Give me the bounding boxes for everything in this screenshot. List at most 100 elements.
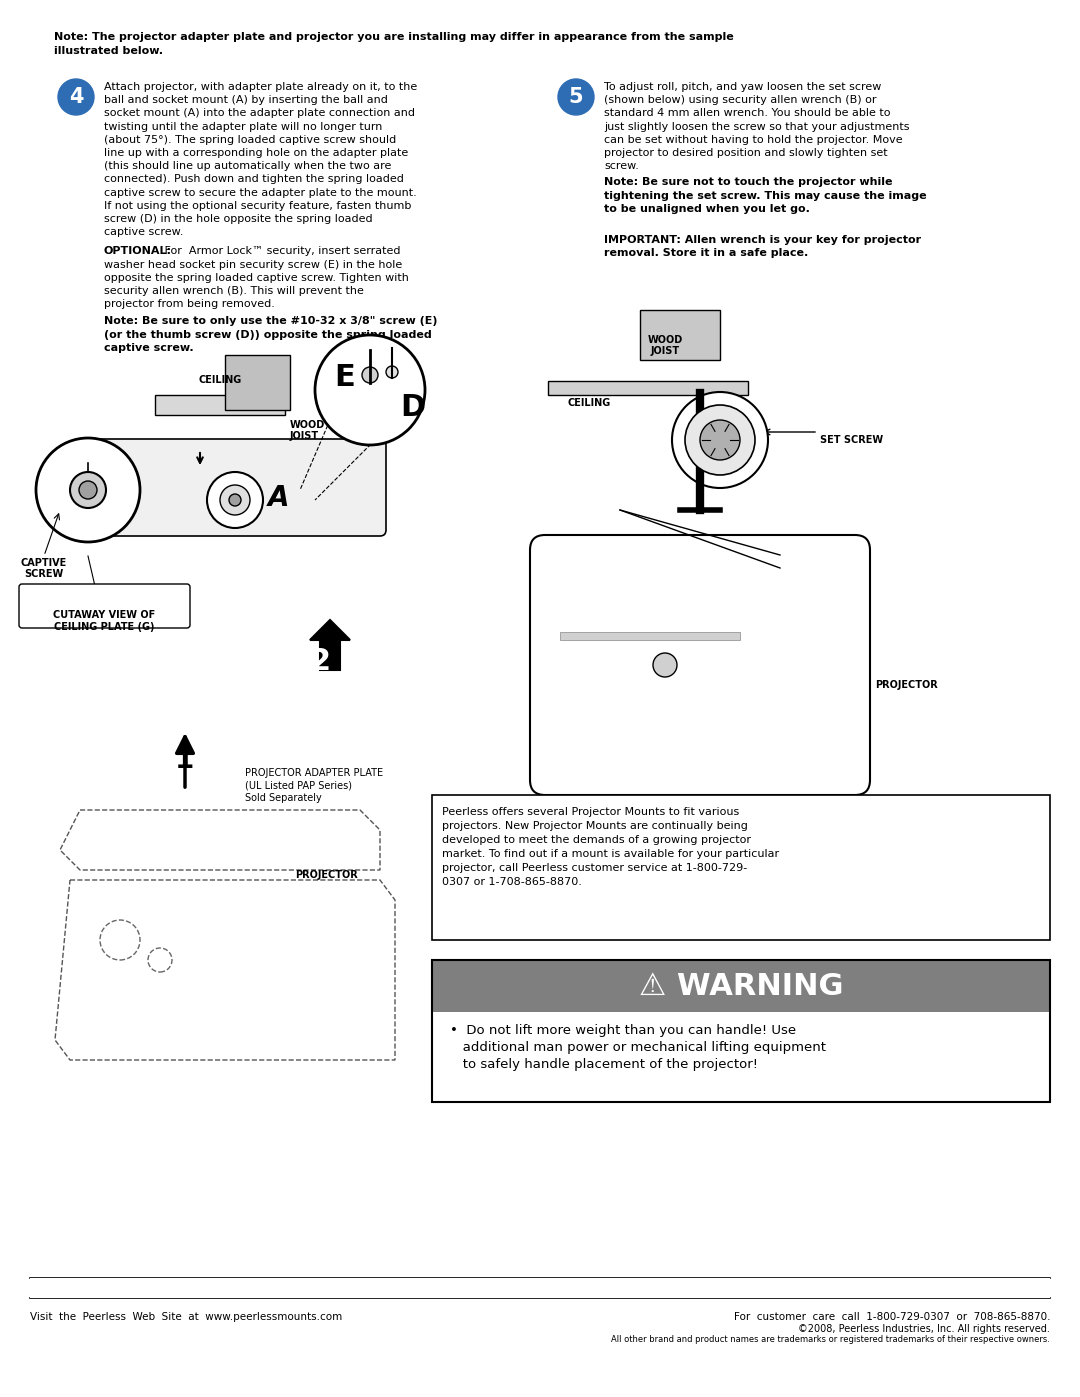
Circle shape [315, 335, 426, 446]
Text: D: D [401, 393, 426, 422]
Text: Attach projector, with adapter plate already on it, to the: Attach projector, with adapter plate alr… [104, 82, 417, 92]
Bar [432, 960, 1050, 1011]
Text: (this should line up automatically when the two are: (this should line up automatically when … [104, 161, 391, 172]
Text: connected). Push down and tighten the spring loaded: connected). Push down and tighten the sp… [104, 175, 404, 184]
Text: illustrated below.: illustrated below. [54, 46, 163, 56]
Circle shape [148, 949, 172, 972]
Text: captive screw to secure the adapter plate to the mount.: captive screw to secure the adapter plat… [104, 187, 417, 197]
Bar [432, 1011, 1050, 1102]
Polygon shape [60, 810, 380, 870]
Circle shape [207, 472, 264, 528]
Bar [30, 1278, 1050, 1298]
Text: ball and socket mount (A) by inserting the ball and: ball and socket mount (A) by inserting t… [104, 95, 388, 105]
Text: Note: Be sure not to touch the projector while: Note: Be sure not to touch the projector… [604, 177, 892, 187]
Bar [548, 381, 748, 395]
Text: captive screw.: captive screw. [104, 342, 193, 353]
Circle shape [700, 420, 740, 460]
Circle shape [362, 367, 378, 383]
Text: IMPORTANT: Allen wrench is your key for projector: IMPORTANT: Allen wrench is your key for … [604, 235, 921, 246]
Text: 1: 1 [175, 746, 194, 774]
Bar [640, 310, 720, 360]
Bar [561, 631, 740, 640]
Text: just slightly loosen the screw so that your adjustments: just slightly loosen the screw so that y… [604, 122, 909, 131]
Text: can be set without having to hold the projector. Move: can be set without having to hold the pr… [604, 134, 903, 145]
Text: WOOD
JOIST: WOOD JOIST [647, 335, 683, 356]
Text: developed to meet the demands of a growing projector: developed to meet the demands of a growi… [442, 835, 751, 845]
Text: 2: 2 [310, 647, 330, 676]
Text: A: A [268, 483, 289, 511]
Circle shape [79, 481, 97, 499]
Circle shape [36, 439, 140, 542]
Text: For  Armor Lock™ security, insert serrated: For Armor Lock™ security, insert serrate… [161, 246, 401, 257]
Text: market. To find out if a mount is available for your particular: market. To find out if a mount is availa… [442, 849, 779, 859]
Text: (about 75°). The spring loaded captive screw should: (about 75°). The spring loaded captive s… [104, 134, 396, 145]
Text: projector from being removed.: projector from being removed. [104, 299, 275, 309]
Text: tightening the set screw. This may cause the image: tightening the set screw. This may cause… [604, 190, 927, 201]
Text: (or the thumb screw (D)) opposite the spring loaded: (or the thumb screw (D)) opposite the sp… [104, 330, 432, 339]
Text: 4: 4 [69, 87, 83, 108]
Text: (shown below) using security allen wrench (B) or: (shown below) using security allen wrenc… [604, 95, 877, 105]
Text: projector to desired position and slowly tighten set: projector to desired position and slowly… [604, 148, 888, 158]
Text: CAPTIVE
SCREW: CAPTIVE SCREW [21, 557, 67, 578]
Bar [432, 795, 1050, 940]
Circle shape [229, 495, 241, 506]
FancyBboxPatch shape [94, 439, 386, 536]
Bar [225, 355, 291, 409]
Circle shape [672, 393, 768, 488]
Text: twisting until the adapter plate will no longer turn: twisting until the adapter plate will no… [104, 122, 382, 131]
Circle shape [58, 80, 94, 115]
Text: •  Do not lift more weight than you can handle! Use: • Do not lift more weight than you can h… [450, 1024, 796, 1037]
Text: WOOD
JOIST: WOOD JOIST [291, 420, 325, 441]
Text: CEILING: CEILING [199, 374, 242, 386]
Text: OPTIONAL:: OPTIONAL: [104, 246, 172, 257]
Text: CUTAWAY VIEW OF
CEILING PLATE (G): CUTAWAY VIEW OF CEILING PLATE (G) [53, 610, 156, 631]
Circle shape [386, 366, 399, 379]
Circle shape [685, 405, 755, 475]
Text: To adjust roll, pitch, and yaw loosen the set screw: To adjust roll, pitch, and yaw loosen th… [604, 82, 881, 92]
Circle shape [220, 485, 249, 515]
Text: projector, call Peerless customer service at 1-800-729-: projector, call Peerless customer servic… [442, 863, 747, 873]
Text: If not using the optional security feature, fasten thumb: If not using the optional security featu… [104, 201, 411, 211]
Text: E: E [335, 363, 355, 393]
Text: ISSUED: 11-01-06  SHEET #: 055-9478-6 01-14-09: ISSUED: 11-01-06 SHEET #: 055-9478-6 01-… [779, 1282, 1040, 1294]
Text: 5: 5 [569, 87, 583, 108]
Text: additional man power or mechanical lifting equipment: additional man power or mechanical lifti… [450, 1041, 826, 1053]
Circle shape [70, 472, 106, 509]
Text: opposite the spring loaded captive screw. Tighten with: opposite the spring loaded captive screw… [104, 272, 409, 282]
FancyBboxPatch shape [19, 584, 190, 629]
Text: to safely handle placement of the projector!: to safely handle placement of the projec… [450, 1058, 758, 1071]
Text: Visit  the  Peerless  Web  Site  at  www.peerlessmounts.com: Visit the Peerless Web Site at www.peerl… [30, 1312, 342, 1322]
Text: PROJECTOR: PROJECTOR [295, 870, 357, 880]
Text: SET SCREW: SET SCREW [820, 434, 883, 446]
Text: projectors. New Projector Mounts are continually being: projectors. New Projector Mounts are con… [442, 821, 747, 831]
Text: PROJECTOR ADAPTER PLATE
(UL Listed PAP Series)
Sold Separately: PROJECTOR ADAPTER PLATE (UL Listed PAP S… [245, 768, 383, 803]
Polygon shape [310, 620, 350, 671]
Text: For  customer  care  call  1-800-729-0307  or  708-865-8870.: For customer care call 1-800-729-0307 or… [733, 1312, 1050, 1322]
Text: PROJECTOR: PROJECTOR [875, 680, 937, 690]
Text: to be unaligned when you let go.: to be unaligned when you let go. [604, 204, 810, 214]
Circle shape [558, 80, 594, 115]
Bar [156, 395, 285, 415]
Text: washer head socket pin security screw (E) in the hole: washer head socket pin security screw (E… [104, 260, 402, 270]
Text: security allen wrench (B). This will prevent the: security allen wrench (B). This will pre… [104, 286, 364, 296]
Text: Peerless offers several Projector Mounts to fit various: Peerless offers several Projector Mounts… [442, 807, 739, 817]
Text: screw.: screw. [604, 161, 639, 172]
Text: All other brand and product names are trademarks or registered trademarks of the: All other brand and product names are tr… [611, 1336, 1050, 1344]
Text: captive screw.: captive screw. [104, 228, 184, 237]
Text: standard 4 mm allen wrench. You should be able to: standard 4 mm allen wrench. You should b… [604, 109, 891, 119]
FancyBboxPatch shape [530, 535, 870, 795]
Text: socket mount (A) into the adapter plate connection and: socket mount (A) into the adapter plate … [104, 109, 415, 119]
Text: 8 of 8: 8 of 8 [519, 1281, 561, 1295]
Polygon shape [55, 880, 395, 1060]
Text: CEILING: CEILING [567, 398, 610, 408]
Text: 0307 or 1-708-865-8870.: 0307 or 1-708-865-8870. [442, 877, 582, 887]
Text: ©2008, Peerless Industries, Inc. All rights reserved.: ©2008, Peerless Industries, Inc. All rig… [798, 1324, 1050, 1334]
Text: screw (D) in the hole opposite the spring loaded: screw (D) in the hole opposite the sprin… [104, 214, 373, 224]
Text: line up with a corresponding hole on the adapter plate: line up with a corresponding hole on the… [104, 148, 408, 158]
Text: ⚠ WARNING: ⚠ WARNING [638, 971, 843, 1000]
Circle shape [100, 921, 140, 960]
Bar [432, 960, 1050, 1102]
Circle shape [653, 652, 677, 678]
Text: Note: Be sure to only use the #10-32 x 3/8" screw (E): Note: Be sure to only use the #10-32 x 3… [104, 316, 437, 327]
Text: Note: The projector adapter plate and projector you are installing may differ in: Note: The projector adapter plate and pr… [54, 32, 733, 42]
